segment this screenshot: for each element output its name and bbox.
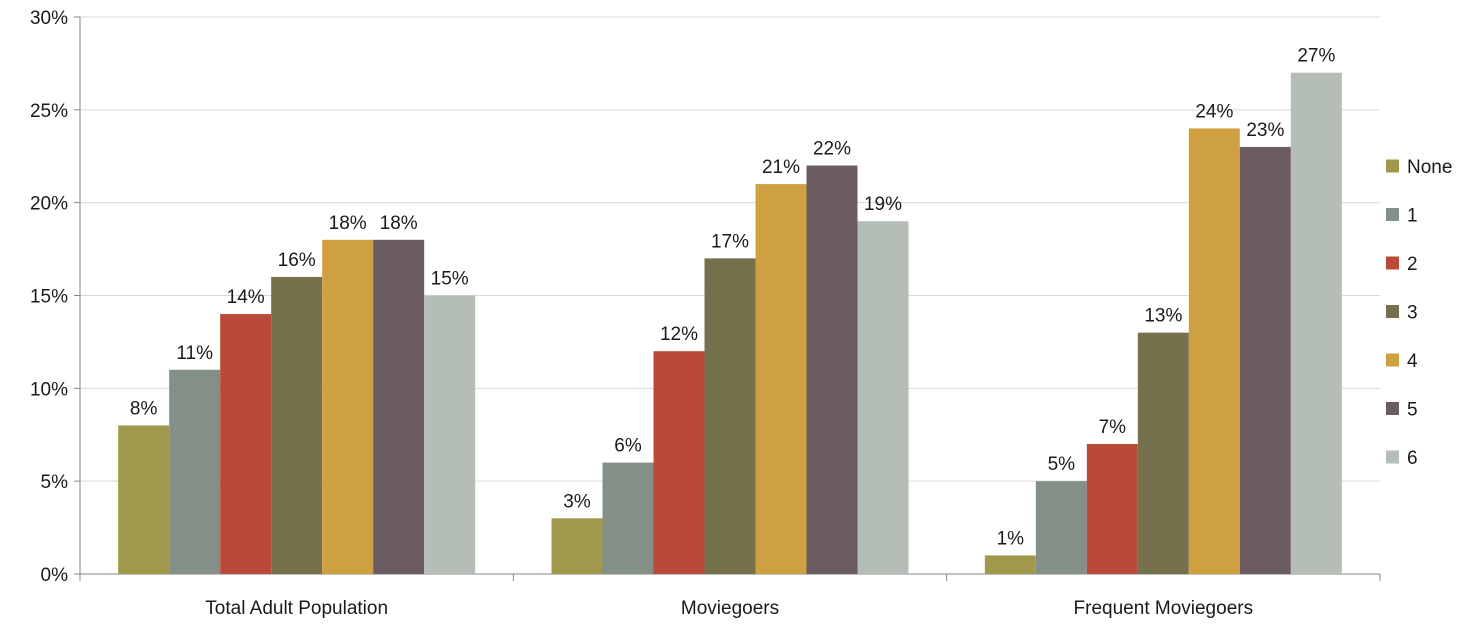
y-tick-label: 0% <box>41 565 69 586</box>
bar <box>602 462 654 574</box>
legend-label: 2 <box>1407 254 1418 275</box>
legend: None 1 2 3 4 5 6 <box>1386 157 1452 469</box>
data-label: 15% <box>431 269 469 290</box>
bar <box>653 351 705 574</box>
x-category-label: Total Adult Population <box>205 598 388 619</box>
data-label: 24% <box>1195 101 1233 122</box>
bar <box>424 295 476 574</box>
bar <box>857 221 909 574</box>
data-label: 11% <box>176 343 213 364</box>
legend-label: 3 <box>1407 303 1418 324</box>
data-label: 8% <box>130 398 158 419</box>
data-label: 12% <box>660 324 698 345</box>
data-labels: 8% 11% 14% 16% 18% 18% 15% 3% 6% 12% 17% 21% 22% 19% 1… <box>130 46 1336 550</box>
data-label: 7% <box>1099 417 1127 438</box>
y-tick-label: 20% <box>30 194 68 215</box>
y-tick-label: 5% <box>41 472 69 493</box>
data-label: 18% <box>380 213 418 234</box>
data-label: 13% <box>1144 306 1182 327</box>
bar <box>220 314 272 574</box>
legend-swatch <box>1386 256 1399 270</box>
y-tick-label: 15% <box>30 287 68 308</box>
legend-swatch <box>1386 305 1399 318</box>
bar <box>373 239 425 575</box>
data-label: 3% <box>563 491 591 512</box>
data-label: 16% <box>278 250 316 271</box>
data-label: 19% <box>864 194 902 215</box>
data-label: 6% <box>614 436 642 457</box>
bars <box>118 72 1342 575</box>
bar <box>118 425 170 574</box>
data-label: 17% <box>711 231 749 252</box>
x-category-label: Frequent Moviegoers <box>1074 598 1254 619</box>
bar <box>755 184 807 574</box>
legend-label: 5 <box>1407 400 1418 421</box>
legend-label: 4 <box>1407 351 1418 372</box>
legend-label: 1 <box>1407 206 1418 227</box>
data-label: 22% <box>813 139 851 160</box>
bar <box>551 518 603 574</box>
data-label: 18% <box>329 213 367 234</box>
bar <box>1086 444 1138 574</box>
bar <box>1188 128 1240 574</box>
bar <box>806 165 858 575</box>
data-label: 27% <box>1297 46 1335 67</box>
data-label: 1% <box>997 528 1025 549</box>
bar <box>169 369 221 574</box>
legend-swatch <box>1386 159 1399 173</box>
y-tick-label: 30% <box>30 8 68 29</box>
x-category-label: Moviegoers <box>681 598 779 619</box>
legend-label: None <box>1407 157 1452 178</box>
data-label: 21% <box>762 157 800 178</box>
bar <box>1239 146 1291 574</box>
legend-swatch <box>1386 450 1399 464</box>
legend-label: 6 <box>1407 448 1418 469</box>
data-label: 23% <box>1246 120 1284 141</box>
bar <box>271 276 323 574</box>
bar <box>704 258 756 574</box>
bar <box>984 555 1036 574</box>
data-label: 14% <box>227 287 265 308</box>
bar <box>1290 72 1342 574</box>
legend-swatch <box>1386 208 1399 221</box>
bar <box>1035 481 1087 574</box>
legend-swatch <box>1386 353 1399 367</box>
bar <box>1137 332 1189 574</box>
y-tick-label: 25% <box>30 101 68 122</box>
bar <box>322 239 374 575</box>
legend-swatch <box>1386 402 1399 415</box>
y-tick-label: 10% <box>30 379 68 400</box>
data-label: 5% <box>1048 454 1076 475</box>
